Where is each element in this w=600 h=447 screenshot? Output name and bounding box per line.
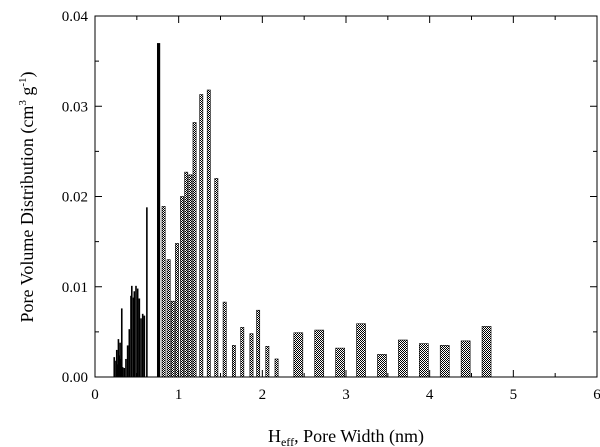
bar: [140, 318, 142, 377]
y-tick-label: 0.02: [62, 190, 88, 206]
x-tick-label: 1: [175, 387, 183, 403]
bar: [175, 243, 178, 377]
bar: [134, 291, 136, 377]
bar: [162, 206, 165, 377]
bar: [215, 178, 218, 377]
bar: [275, 359, 278, 377]
bar: [137, 289, 139, 377]
bar: [142, 314, 144, 377]
bar: [127, 345, 129, 377]
x-tick-label: 5: [510, 387, 518, 403]
bar: [144, 316, 146, 377]
x-tick-label: 2: [259, 387, 267, 403]
y-tick-label: 0.00: [62, 370, 88, 386]
bar: [129, 329, 131, 377]
x-tick-label: 0: [91, 387, 99, 403]
bar: [189, 175, 192, 377]
bar: [171, 301, 174, 377]
bar: [241, 327, 244, 377]
x-axis-title: Heff, Pore Width (nm): [268, 426, 424, 447]
x-tick-label: 3: [342, 387, 350, 403]
bar: [223, 302, 226, 377]
bar: [146, 207, 148, 377]
bar: [125, 359, 127, 377]
bar: [157, 43, 160, 377]
bar: [167, 260, 170, 377]
y-tick-label: 0.03: [62, 99, 88, 115]
bar: [419, 344, 428, 377]
bar: [122, 367, 124, 377]
y-tick-label: 0.01: [62, 280, 88, 296]
bar: [113, 357, 115, 377]
bar: [139, 298, 141, 377]
x-tick-label: 4: [426, 387, 434, 403]
bar: [377, 354, 386, 377]
bar: [123, 368, 125, 377]
bars-group: [113, 43, 491, 377]
bar: [131, 286, 133, 377]
bar: [357, 324, 366, 377]
x-tick-label: 6: [593, 387, 600, 403]
bar: [250, 334, 253, 377]
bar: [440, 345, 449, 377]
y-axis-title: Pore Volume Distribution (cm3 g-1): [17, 72, 38, 323]
bar: [121, 308, 123, 377]
bar: [200, 95, 203, 377]
bar: [266, 346, 269, 377]
bar: [135, 286, 137, 377]
y-tick-label: 0.04: [62, 9, 89, 25]
bar: [315, 330, 324, 377]
bar: [180, 197, 183, 378]
bar: [257, 310, 260, 377]
bar: [482, 326, 491, 377]
bar: [461, 341, 470, 377]
bar: [207, 90, 210, 377]
bar: [232, 345, 235, 377]
bar: [398, 340, 407, 377]
bar: [336, 348, 345, 377]
bar: [193, 123, 196, 378]
bar: [185, 172, 188, 377]
bar: [294, 333, 303, 377]
